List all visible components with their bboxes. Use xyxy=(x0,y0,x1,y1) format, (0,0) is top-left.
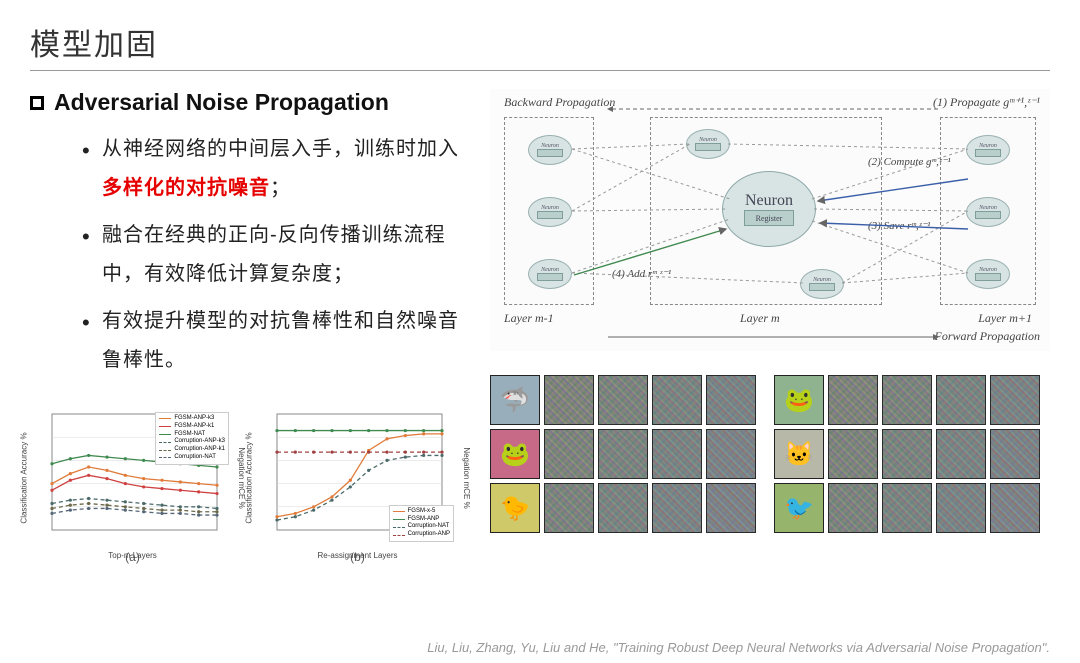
grid-cell xyxy=(828,483,878,533)
grid-cell: 🦈 xyxy=(490,375,540,425)
neuron-diagram: Backward Propagation (1) Propagate gᵐ⁺¹,… xyxy=(490,89,1050,351)
neuron-small: Neuron xyxy=(528,259,572,289)
neuron-small: Neuron xyxy=(528,135,572,165)
grid-cell: 🐦 xyxy=(774,483,824,533)
label-layer-left: Layer m-1 xyxy=(504,311,554,326)
label-step1: (1) Propagate gᵐ⁺¹,ᶻ⁻¹ xyxy=(933,95,1040,110)
label-step2: (2) Compute gᵐ,ᶻ⁻¹ xyxy=(868,155,951,168)
grid-cell xyxy=(544,483,594,533)
grid-cell xyxy=(598,429,648,479)
chart-b-ylabel-left: Classification Accuracy % xyxy=(245,432,254,523)
label-step4: (4) Add rᵐ,ᶻ⁻¹ xyxy=(612,267,671,280)
bullet-square-icon xyxy=(30,96,44,110)
grid-cell xyxy=(882,483,932,533)
grid-cell xyxy=(598,483,648,533)
grid-cell xyxy=(652,375,702,425)
grid-cell xyxy=(706,375,756,425)
grid-cell xyxy=(936,483,986,533)
neuron-small: Neuron xyxy=(800,269,844,299)
chart-b: Classification Accuracy % Negation mCE %… xyxy=(255,408,460,564)
grid-cell xyxy=(598,375,648,425)
sub-bullet-1: 从神经网络的中间层入手，训练时加入多样化的对抗噪音； xyxy=(82,130,470,208)
grid-cell: 🐤 xyxy=(490,483,540,533)
image-grid: 🦈🐸🐤 🐸🐱🐦 xyxy=(490,375,1050,533)
grid-cell xyxy=(828,375,878,425)
chart-b-xlabel: Re-assignment Layers xyxy=(317,551,397,560)
neuron-small: Neuron xyxy=(686,129,730,159)
chart-a-xlabel: Top-m Layers xyxy=(108,551,156,560)
grid-cell xyxy=(936,375,986,425)
sub-bullet-2: 融合在经典的正向-反向传播训练流程中，有效降低计算复杂度； xyxy=(82,216,470,294)
grid-group-1: 🦈🐸🐤 xyxy=(490,375,756,533)
grid-cell xyxy=(882,429,932,479)
grid-group-2: 🐸🐱🐦 xyxy=(774,375,1040,533)
neuron-small: Neuron xyxy=(966,135,1010,165)
label-step3: (3) Save rᵐ,ᶻ⁻¹ xyxy=(868,219,930,232)
chart-a: Classification Accuracy % Negation mCE %… xyxy=(30,408,235,564)
grid-cell xyxy=(544,375,594,425)
grid-cell xyxy=(706,429,756,479)
grid-cell xyxy=(706,483,756,533)
grid-cell: 🐸 xyxy=(774,375,824,425)
label-backward: Backward Propagation xyxy=(504,95,615,110)
citation: Liu, Liu, Zhang, Yu, Liu and He, "Traini… xyxy=(427,640,1050,655)
chart-b-ylabel-right: Negation mCE % xyxy=(462,447,471,508)
highlight-text: 多样化的对抗噪音 xyxy=(102,177,270,199)
grid-cell: 🐸 xyxy=(490,429,540,479)
neuron-big-register: Register xyxy=(744,210,794,226)
slide-title-row: 模型加固 xyxy=(30,20,1050,71)
sub-bullet-3: 有效提升模型的对抗鲁棒性和自然噪音鲁棒性。 xyxy=(82,302,470,380)
grid-cell xyxy=(652,429,702,479)
main-heading: Adversarial Noise Propagation xyxy=(54,89,389,116)
grid-cell xyxy=(652,483,702,533)
grid-cell xyxy=(544,429,594,479)
neuron-big: Neuron Register xyxy=(722,171,816,247)
neuron-small: Neuron xyxy=(528,197,572,227)
label-forward: Forward Propagation xyxy=(935,329,1040,344)
main-bullet: Adversarial Noise Propagation xyxy=(30,89,470,116)
grid-cell xyxy=(990,483,1040,533)
grid-cell xyxy=(990,375,1040,425)
grid-cell xyxy=(990,429,1040,479)
grid-cell xyxy=(828,429,878,479)
grid-cell xyxy=(936,429,986,479)
grid-cell: 🐱 xyxy=(774,429,824,479)
neuron-small: Neuron xyxy=(966,259,1010,289)
neuron-small: Neuron xyxy=(966,197,1010,227)
chart-a-ylabel-left: Classification Accuracy % xyxy=(20,432,29,523)
neuron-big-label: Neuron xyxy=(745,192,793,210)
slide-title: 模型加固 xyxy=(30,20,158,64)
label-layer-mid: Layer m xyxy=(740,311,780,326)
grid-cell xyxy=(882,375,932,425)
label-layer-right: Layer m+1 xyxy=(978,311,1032,326)
